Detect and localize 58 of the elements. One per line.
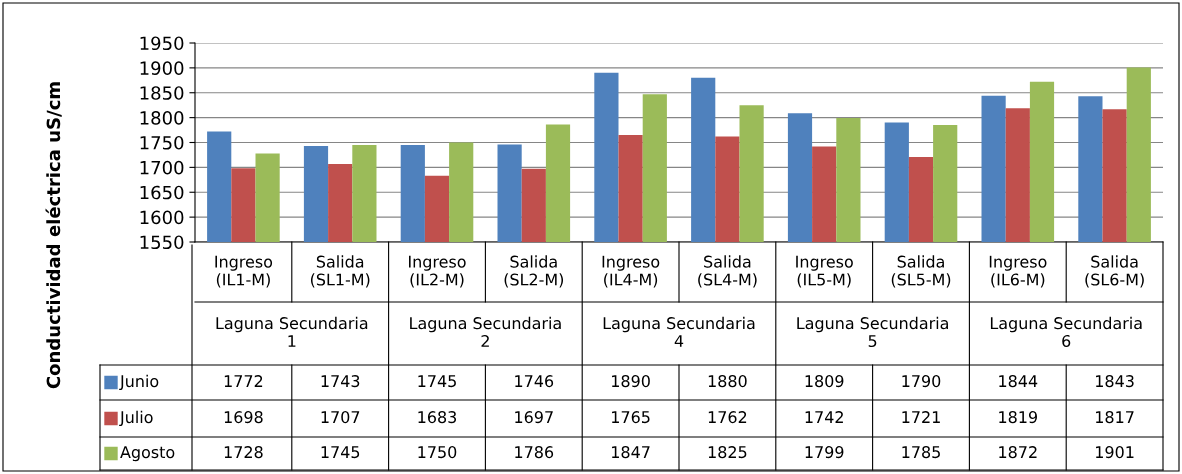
x-tick-label: Ingreso (IL1-M): [215, 255, 273, 288]
data-label: 1890: [612, 375, 650, 388]
data-label: 1843: [1096, 375, 1134, 388]
data-label: 1772: [224, 375, 263, 387]
y-tick-label: 1700: [140, 160, 184, 175]
data-label: 1698: [224, 411, 263, 424]
data-label: 1819: [999, 411, 1037, 424]
text: Laguna Secundaria 4: [603, 316, 755, 347]
x-tick-label: Salida (SL4-M): [698, 255, 757, 288]
text: Laguna Secundaria 1: [216, 316, 368, 347]
x-tick-label: Ingreso (IL5-M): [796, 255, 853, 288]
data-label: 1743: [321, 375, 360, 388]
text: Laguna Secundaria 6: [990, 316, 1142, 348]
data-label: 1697: [515, 411, 553, 424]
data-label: 1847: [612, 446, 650, 459]
data-label: 1844: [999, 375, 1038, 388]
y-tick-label: 1900: [140, 61, 184, 75]
data-label: 1901: [1096, 446, 1134, 459]
y-tick-label: 1750: [140, 135, 184, 150]
data-label: 1742: [805, 411, 843, 423]
x-tick-label: Ingreso (IL4-M): [602, 255, 660, 288]
data-label: 1745: [321, 446, 360, 459]
data-label: 1765: [612, 411, 650, 424]
data-label: 1750: [418, 446, 457, 459]
x-tick-label: Ingreso (IL2-M): [409, 255, 466, 288]
x-tick-label: Salida (SL2-M): [504, 255, 564, 288]
y-tick-label: 1550: [140, 235, 184, 250]
data-label: 1707: [321, 411, 360, 424]
data-label: 1786: [515, 446, 554, 459]
y-tick-label: 1800: [140, 111, 184, 125]
x-tick-label: Salida (SL1-M): [310, 255, 370, 288]
y-axis-title: Conductividad eléctrica uS/cm: [45, 82, 62, 389]
legend-label: Julio: [119, 410, 153, 427]
x-tick-label: Ingreso (IL6-M): [989, 255, 1047, 288]
data-label: 1790: [902, 375, 941, 388]
x-tick-label: Salida (SL5-M): [891, 255, 951, 288]
x-tick-label: Salida (SL6-M): [1085, 255, 1144, 288]
data-label: 1721: [902, 411, 940, 423]
legend-label: Agosto: [120, 446, 175, 462]
y-tick-label: 1650: [140, 185, 184, 200]
legend-label: Junio: [119, 374, 159, 391]
data-label: 1799: [805, 446, 844, 459]
data-label: 1728: [224, 446, 263, 459]
data-label: 1745: [418, 375, 456, 388]
data-label: 1785: [902, 446, 940, 459]
data-label: 1872: [999, 446, 1037, 459]
text: Laguna Secundaria 2: [410, 316, 561, 347]
data-label: 1809: [805, 375, 844, 388]
y-tick-label: 1850: [140, 86, 184, 100]
y-tick-label: 1600: [140, 210, 184, 225]
text: Laguna Secundaria 5: [797, 316, 948, 348]
y-tick-label: 1950: [140, 36, 184, 51]
data-label: 1825: [708, 446, 747, 459]
data-label: 1746: [515, 375, 554, 388]
data-label: 1880: [708, 375, 747, 388]
data-label: 1817: [1096, 411, 1134, 424]
data-label: 1683: [418, 411, 457, 424]
data-label: 1762: [708, 411, 747, 424]
